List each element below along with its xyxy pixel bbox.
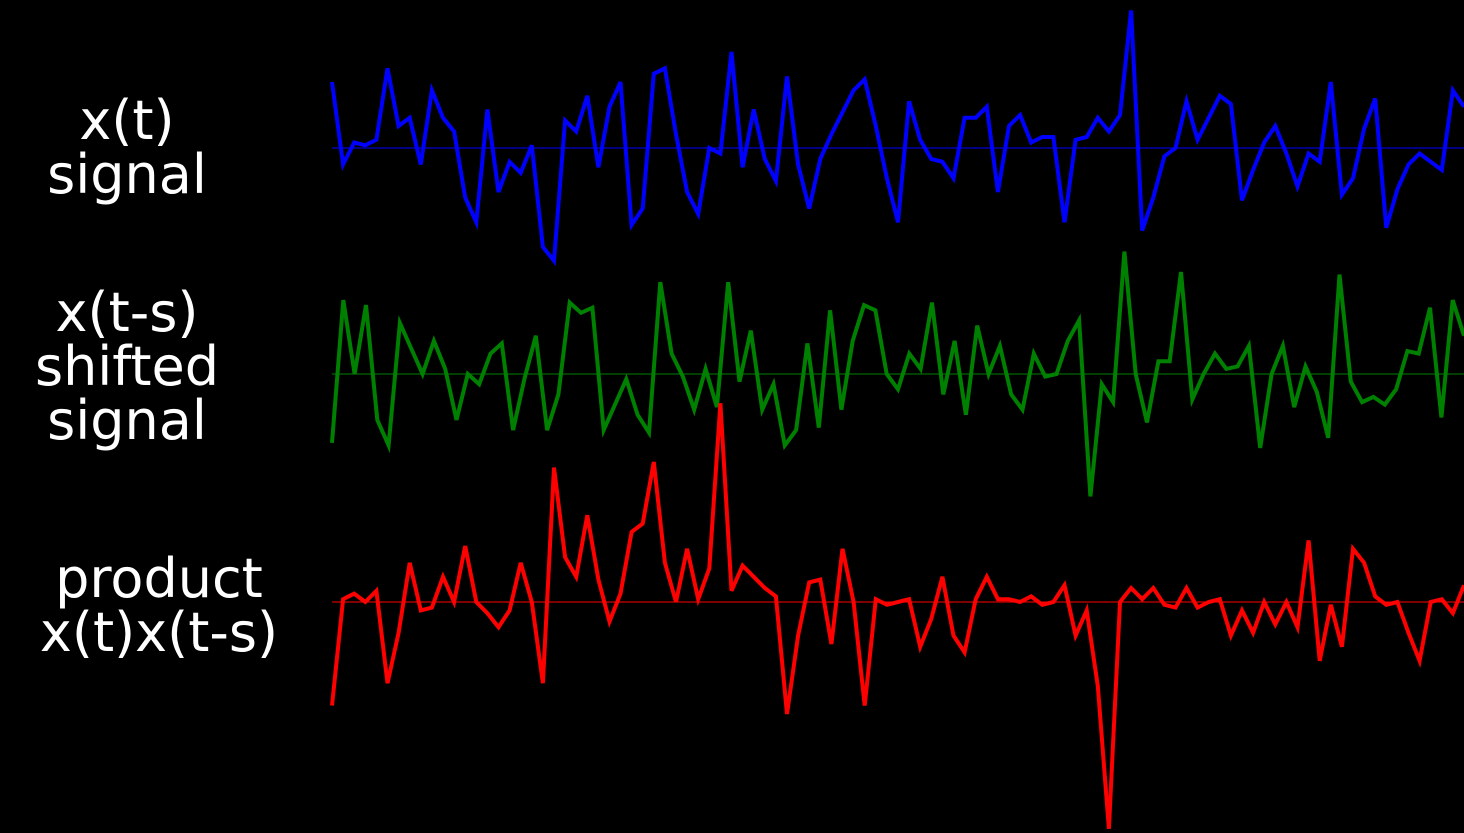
signal-label-line-2: signal bbox=[47, 143, 207, 206]
product-label-line-1: product bbox=[55, 547, 263, 610]
product-label: product x(t)x(t-s) bbox=[4, 552, 314, 660]
product-label-line-2: x(t)x(t-s) bbox=[39, 601, 279, 664]
shifted-label-line-2: shifted bbox=[34, 335, 220, 398]
shifted-signal-trace bbox=[330, 251, 1464, 497]
shifted-signal-label: x(t-s) shifted signal bbox=[12, 286, 242, 448]
signal-label: x(t) signal bbox=[18, 94, 236, 202]
shifted-label-line-3: signal bbox=[47, 389, 207, 452]
product-trace bbox=[330, 403, 1464, 829]
shifted-label-line-1: x(t-s) bbox=[55, 281, 199, 344]
signal-trace bbox=[330, 10, 1464, 266]
signal-label-line-1: x(t) bbox=[79, 89, 175, 152]
